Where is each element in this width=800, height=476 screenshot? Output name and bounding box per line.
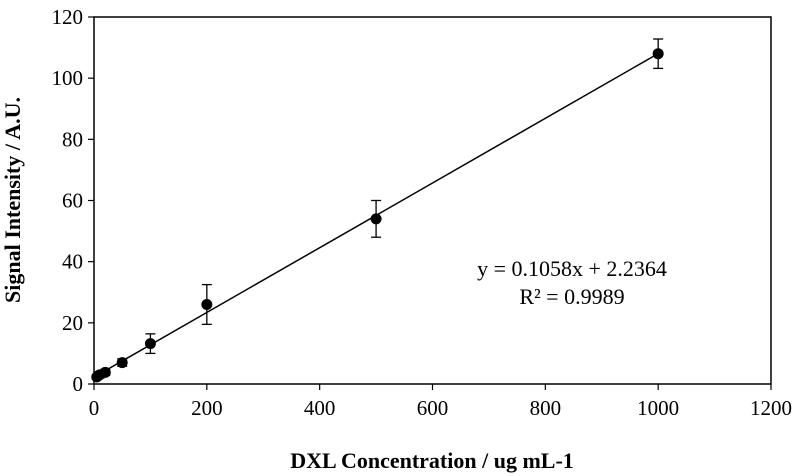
data-point: [370, 213, 382, 225]
data-point: [652, 48, 664, 60]
x-tick-label: 200: [191, 396, 223, 420]
x-tick-label: 400: [304, 396, 336, 420]
equation-annotation: y = 0.1058x + 2.2364: [477, 256, 667, 281]
y-axis-title: Signal Intensity / A.U.: [0, 97, 25, 303]
data-point: [144, 338, 156, 350]
y-axis: 0 20 40 60 80 100 120: [52, 5, 94, 396]
y-tick-label: 20: [62, 311, 83, 335]
data-points-layer: [91, 38, 664, 383]
y-tick-label: 60: [62, 189, 83, 213]
x-tick-label: 600: [417, 396, 449, 420]
data-point: [201, 298, 213, 310]
x-tick-label: 1000: [637, 396, 679, 420]
y-tick-label: 40: [62, 250, 83, 274]
x-tick-label: 800: [530, 396, 562, 420]
data-point: [116, 357, 128, 369]
y-tick-label: 120: [52, 5, 84, 29]
plot-area-frame: [93, 16, 772, 385]
x-tick-label: 0: [89, 396, 100, 420]
x-axis: 0 200 400 600 800 1000 1200: [89, 384, 792, 420]
x-tick-label: 1200: [750, 396, 792, 420]
r-squared-annotation: R² = 0.9989: [519, 284, 624, 309]
data-point: [99, 366, 111, 378]
y-tick-label: 100: [52, 66, 84, 90]
y-tick-label: 80: [62, 127, 83, 151]
x-axis-title: DXL Concentration / ug mL-1: [290, 448, 574, 473]
y-tick-label: 0: [73, 372, 84, 396]
